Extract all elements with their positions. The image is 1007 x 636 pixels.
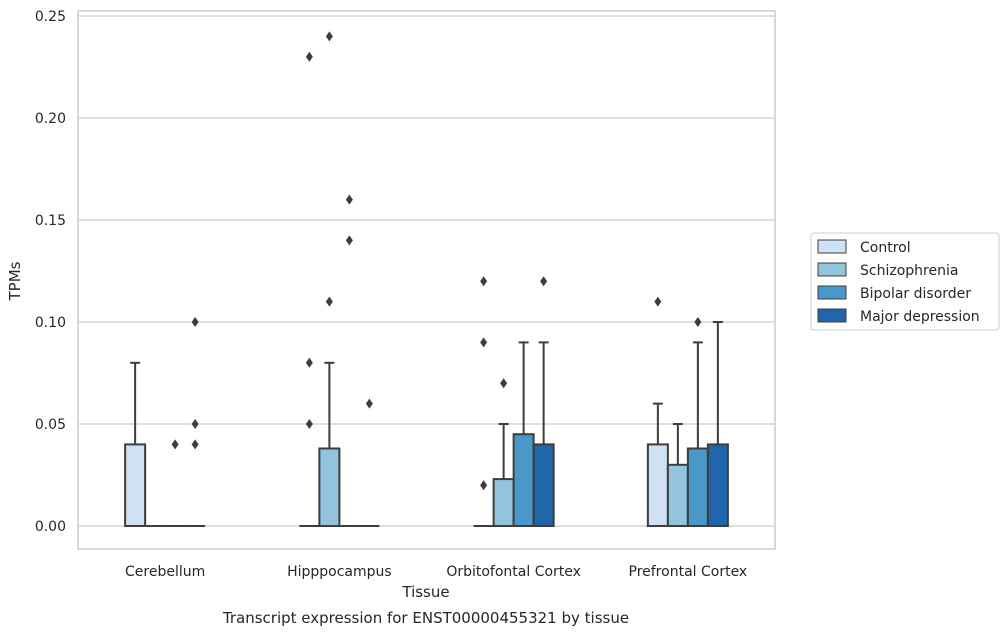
outlier-point [305,357,313,368]
box-group [165,439,186,527]
outlier-point [480,337,488,348]
box [706,443,729,527]
y-tick-label: 0.05 [35,417,66,433]
legend-swatch [817,239,847,254]
legend-label: Control [860,240,911,256]
y-tick-label: 0.25 [35,9,66,25]
box-group [318,31,341,528]
legend-frame [810,232,1000,331]
x-tick-label: Orbitofontal Cortex [446,564,581,580]
legend-swatch [817,285,847,300]
box-marks [124,31,729,528]
outlier-point [654,296,662,307]
outlier-point [500,378,508,389]
outlier-point [365,398,373,409]
legend-label: Major depression [860,309,980,325]
y-tick-label: 0.15 [35,213,66,229]
box-group [359,398,380,527]
outlier-point [325,296,333,307]
box-group [706,321,729,527]
outlier-point [345,235,353,246]
outlier-point [480,276,488,287]
outlier-point [345,194,353,205]
box [646,443,669,527]
legend-swatch [817,308,847,323]
y-tick-label: 0.10 [35,315,66,331]
box [666,463,689,527]
outlier-point [305,419,313,429]
outlier-point [171,439,179,450]
x-tick-label: Prefrontal Cortex [629,564,748,580]
box-group [686,317,709,528]
legend-swatch [817,262,847,277]
y-tick-label: 0.20 [35,111,66,127]
x-tick-label: Hipppocampus [287,564,392,580]
box-group [185,317,206,527]
chart-title: Transcript expression for ENST0000045532… [222,609,629,627]
outlier-point [191,317,199,327]
legend-label: Schizophrenia [860,263,958,279]
box-group [532,276,555,527]
box [512,433,535,528]
legend: Control Schizophrenia Bipolar disorder Majo… [810,232,1000,331]
outlier-point [325,31,333,42]
y-tick-labels: 0.00 0.05 0.10 0.15 0.20 0.25 [35,9,66,535]
box-group [339,194,360,527]
x-tick-labels: Cerebellum Hipppocampus Orbitofontal Corte… [125,564,747,580]
box-group [473,276,494,527]
x-axis-title: Tissue [401,583,449,601]
box-group [299,51,320,527]
outlier-point [694,317,702,327]
y-axis-title: TPMs [6,261,24,301]
outlier-point [540,276,548,287]
box [318,447,341,528]
box [124,443,147,527]
x-tick-label: Cerebellum [125,564,205,580]
outlier-point [191,419,199,429]
outlier-point [191,439,199,450]
box [492,478,515,527]
legend-label: Bipolar disorder [860,286,971,302]
outlier-point [480,480,488,491]
plot-frame [77,10,776,550]
box [532,443,555,527]
outlier-point [305,51,313,62]
box-group [124,361,147,527]
box [686,447,709,528]
y-tick-label: 0.00 [35,519,66,535]
box-group [492,378,515,527]
